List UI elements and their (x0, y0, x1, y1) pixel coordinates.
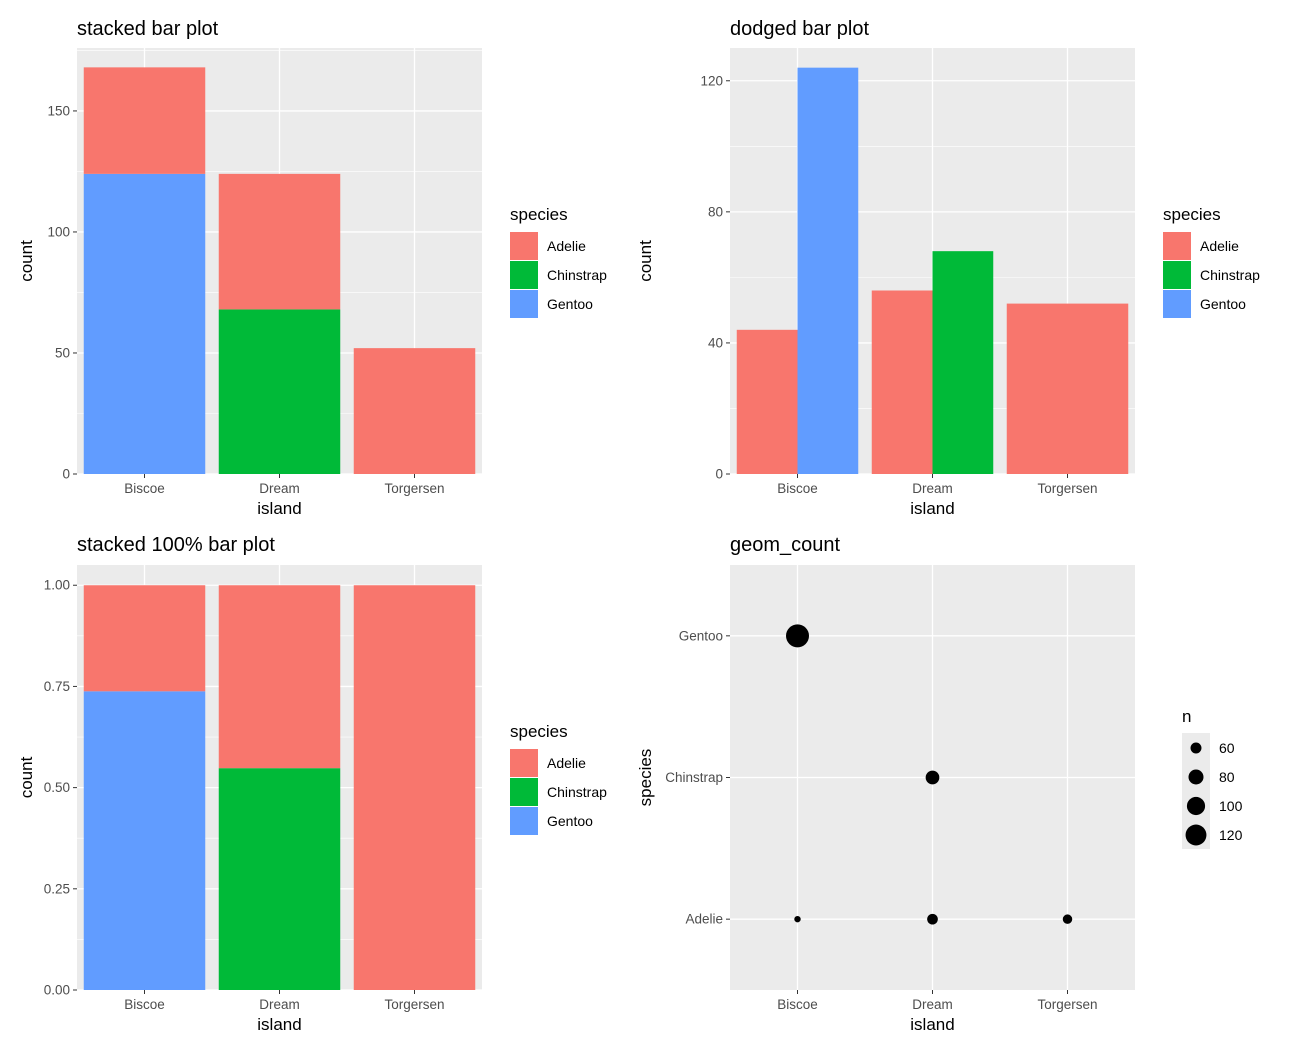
y-tick-label: 0 (62, 467, 70, 482)
panel-fill: stacked 100% bar plot island count 0.00 0.25… (17, 534, 607, 1034)
y-tick-label: 0.00 (44, 983, 70, 998)
y-axis-label: count (17, 240, 36, 282)
y-tick-label: Chinstrap (665, 770, 723, 785)
legend-key-size-120 (1185, 824, 1207, 846)
y-tick-label: 0.75 (44, 679, 70, 694)
x-tick-label: Dream (912, 481, 953, 496)
legend-title: species (1163, 205, 1221, 224)
bar-adelie-torgersen (1006, 303, 1129, 474)
point-biscoe-adelie (794, 915, 801, 923)
x-tick-label: Dream (259, 997, 300, 1012)
legend-label-adelie: Adelie (1200, 238, 1239, 254)
bar-chinstrap-dream (932, 251, 994, 474)
x-tick-label: Biscoe (124, 481, 165, 496)
point-torgersen-adelie (1062, 914, 1073, 924)
y-tick-label: 0.50 (44, 780, 70, 795)
x-tick-label: Biscoe (124, 997, 165, 1012)
x-tick-label: Biscoe (777, 481, 818, 496)
legend-label-gentoo: Gentoo (547, 813, 593, 829)
x-tick-label: Torgersen (1037, 997, 1097, 1012)
legend-key-gentoo (510, 807, 538, 835)
legend-key-gentoo (510, 290, 538, 318)
legend-label-chinstrap: Chinstrap (547, 267, 607, 283)
legend-title: n (1182, 707, 1191, 726)
x-tick-label: Dream (259, 481, 300, 496)
x-tick-label: Dream (912, 997, 953, 1012)
bar-adelie-torgersen (353, 348, 476, 474)
y-tick-label: 40 (708, 335, 723, 350)
legend-key-adelie (510, 232, 538, 260)
x-tick-label: Torgersen (1037, 481, 1097, 496)
panel-stacked: stacked bar plot island count 0 50 100 150 Bisc… (17, 18, 607, 518)
x-tick-label: Biscoe (777, 997, 818, 1012)
legend-label-adelie: Adelie (547, 238, 586, 254)
legend-key-gentoo (1163, 290, 1191, 318)
point-dream-adelie (927, 913, 938, 925)
legend-key-size-80 (1188, 769, 1204, 785)
x-tick-label: Torgersen (384, 997, 444, 1012)
x-axis-label: island (257, 1015, 301, 1034)
bar-gentoo-biscoe (83, 691, 206, 990)
bar-adelie-dream (871, 290, 933, 474)
y-tick-label: Gentoo (679, 628, 723, 643)
chart-title: stacked 100% bar plot (77, 534, 275, 556)
y-axis-label: species (636, 749, 655, 807)
x-axis-label: island (257, 499, 301, 518)
y-tick-label: 100 (47, 224, 70, 239)
legend-key-adelie (1163, 232, 1191, 260)
x-tick-label: Torgersen (384, 481, 444, 496)
x-axis-label: island (910, 499, 954, 518)
legend-key-chinstrap (1163, 261, 1191, 289)
legend-title: species (510, 205, 568, 224)
legend-label-adelie: Adelie (547, 755, 586, 771)
panel-dodged: dodged bar plot island count 0 40 80 120 Biscoe… (636, 18, 1260, 518)
point-dream-chinstrap (925, 770, 940, 785)
bar-gentoo-biscoe (83, 173, 206, 474)
legend-key-chinstrap (510, 261, 538, 289)
y-tick-label: 120 (700, 73, 723, 88)
y-tick-label: 80 (708, 204, 723, 219)
y-tick-label: 50 (55, 345, 70, 360)
y-axis-label: count (636, 240, 655, 282)
bar-adelie-biscoe (83, 67, 206, 174)
y-tick-label: 0.25 (44, 881, 70, 896)
bar-adelie-torgersen (353, 585, 476, 990)
y-tick-label: 150 (47, 103, 70, 118)
chart-title: dodged bar plot (730, 18, 869, 40)
legend-key-chinstrap (510, 778, 538, 806)
bar-chinstrap-dream (218, 309, 341, 474)
y-tick-label: Adelie (685, 912, 723, 927)
legend-label-60: 60 (1219, 740, 1235, 756)
point-biscoe-gentoo (786, 624, 809, 648)
chart-title: geom_count (730, 534, 841, 556)
bar-adelie-dream (218, 173, 341, 310)
legend-label-100: 100 (1219, 798, 1243, 814)
legend-label-120: 120 (1219, 827, 1243, 843)
legend-title: species (510, 722, 568, 741)
legend-label-chinstrap: Chinstrap (1200, 267, 1260, 283)
y-tick-label: 1.00 (44, 578, 70, 593)
bar-chinstrap-dream (218, 768, 341, 990)
y-tick-label: 0 (715, 467, 723, 482)
legend-label-chinstrap: Chinstrap (547, 784, 607, 800)
legend-key-adelie (510, 749, 538, 777)
legend-label-80: 80 (1219, 769, 1235, 785)
chart-title: stacked bar plot (77, 18, 219, 40)
y-axis-label: count (17, 756, 36, 798)
legend-key-size-100 (1186, 796, 1206, 816)
legend-label-gentoo: Gentoo (1200, 296, 1246, 312)
legend-key-size-60 (1190, 742, 1202, 754)
legend-label-gentoo: Gentoo (547, 296, 593, 312)
x-axis-label: island (910, 1015, 954, 1034)
bar-adelie-biscoe (736, 329, 798, 474)
bar-adelie-dream (218, 585, 341, 769)
bar-adelie-biscoe (83, 585, 206, 692)
bar-gentoo-biscoe (797, 67, 859, 475)
